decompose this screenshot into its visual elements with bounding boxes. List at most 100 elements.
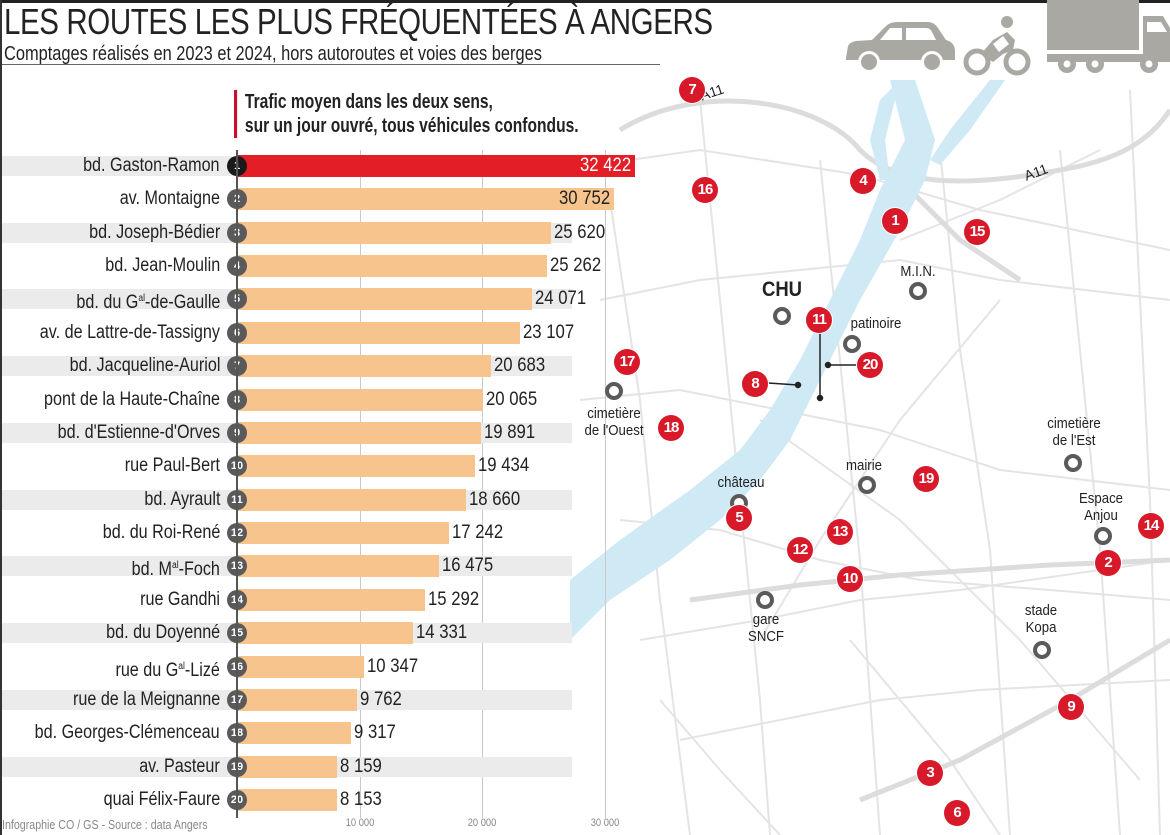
row-label-text: av. de Lattre-de-Tassigny bbox=[39, 321, 220, 343]
map-marker-17[interactable]: 17 bbox=[614, 349, 640, 375]
map-marker-14[interactable]: 14 bbox=[1138, 513, 1164, 539]
data-label-17: 9 762 bbox=[359, 688, 402, 710]
map-marker-16[interactable]: 16 bbox=[692, 177, 718, 203]
row-label-text: bd. Georges-Clémenceau bbox=[35, 722, 220, 744]
place-marker-gare[interactable] bbox=[756, 591, 774, 609]
place-marker-chu[interactable] bbox=[773, 307, 791, 325]
place-label-gare: gare SNCF bbox=[748, 611, 784, 645]
row-label-text: bd. M bbox=[131, 559, 173, 581]
chart-note-line1: Trafic moyen dans les deux sens, bbox=[244, 91, 493, 113]
place-label-espace-anjou-line1: Espace bbox=[1078, 490, 1124, 507]
bar-1 bbox=[237, 155, 635, 177]
row-label-text: bd. Joseph-Bédier bbox=[88, 221, 220, 243]
bar-14 bbox=[237, 588, 425, 611]
row-label-10: rue Paul-Bert bbox=[125, 455, 220, 477]
row-label-17: rue de la Meignanne bbox=[73, 689, 220, 711]
row-label-suffix: -Foch bbox=[178, 559, 220, 581]
row-label-7: bd. Jacqueline-Auriol bbox=[69, 355, 220, 377]
data-label-20: 8 153 bbox=[340, 789, 382, 810]
frame-left-border bbox=[0, 0, 2, 835]
bar-17 bbox=[237, 688, 357, 711]
row-label-suffix: -de-Gaulle bbox=[144, 292, 220, 314]
place-marker-cimetiere-est[interactable] bbox=[1064, 454, 1082, 472]
data-label-12: 17 242 bbox=[451, 522, 503, 544]
page-title: LES ROUTES LES PLUS FRÉQUENTÉES À ANGERS bbox=[4, 1, 713, 42]
row-label-text: av. Montaigne bbox=[119, 188, 220, 210]
map-marker-7[interactable]: 7 bbox=[679, 77, 705, 103]
data-label-5: 24 071 bbox=[535, 288, 587, 310]
motorcycle-icon bbox=[963, 16, 1031, 76]
bar-20 bbox=[237, 789, 337, 811]
row-label-text: bd. Ayrault bbox=[143, 488, 220, 510]
row-label-18: bd. Georges-Clémenceau bbox=[35, 722, 220, 744]
subtitle-divider bbox=[2, 64, 660, 65]
chart-note: Trafic moyen dans les deux sens, sur un … bbox=[234, 90, 579, 138]
data-label-13: 16 475 bbox=[442, 555, 494, 577]
map-marker-1[interactable]: 1 bbox=[882, 208, 908, 234]
data-label-11: 18 660 bbox=[468, 488, 521, 510]
place-label-stade-kopa-line1: stade bbox=[1024, 602, 1058, 619]
row-label-superscript: al bbox=[172, 560, 179, 572]
bar-11 bbox=[237, 488, 466, 511]
data-label-6: 23 107 bbox=[523, 321, 575, 343]
row-label-suffix: -Lizé bbox=[184, 659, 220, 681]
map-marker-15[interactable]: 15 bbox=[964, 219, 990, 245]
gridline bbox=[605, 150, 606, 818]
row-label-9: bd. d'Estienne-d'Orves bbox=[58, 422, 220, 444]
map-marker-3[interactable]: 3 bbox=[917, 760, 943, 786]
place-label-espace-anjou-line2: Anjou bbox=[1084, 507, 1118, 524]
place-marker-cimetiere-ouest[interactable] bbox=[605, 382, 623, 400]
place-marker-stade-kopa[interactable] bbox=[1033, 641, 1051, 659]
row-label-text: quai Félix-Faure bbox=[103, 789, 220, 810]
chart-note-line2: sur un jour ouvré, tous véhicules confon… bbox=[244, 115, 579, 137]
place-label-gare-line1: gare bbox=[752, 611, 780, 628]
place-label-min: M.I.N. bbox=[900, 263, 936, 280]
place-label-cimetiere-est-line2: de l'Est bbox=[1052, 432, 1096, 449]
map-marker-8[interactable]: 8 bbox=[742, 371, 768, 397]
map-marker-11[interactable]: 11 bbox=[806, 307, 832, 333]
frame-top-border bbox=[0, 0, 1170, 3]
row-label-text: bd. Jean-Moulin bbox=[105, 255, 220, 277]
place-label-cimetiere-ouest-line1: cimetière bbox=[587, 405, 641, 422]
row-label-19: av. Pasteur bbox=[140, 756, 220, 778]
map-marker-12[interactable]: 12 bbox=[787, 537, 813, 563]
chart-axis-baseline bbox=[236, 150, 238, 818]
row-label-15: bd. du Doyenné bbox=[106, 622, 220, 644]
source-credit: Infographie CO / GS - Source : data Ange… bbox=[2, 817, 208, 832]
place-label-stade-kopa-line2: Kopa bbox=[1025, 619, 1057, 636]
row-label-text: bd. du Roi-René bbox=[102, 522, 220, 544]
row-label-8: pont de la Haute-Chaîne bbox=[44, 389, 220, 411]
car-icon bbox=[846, 22, 955, 73]
map-marker-2[interactable]: 2 bbox=[1095, 550, 1121, 576]
data-label-16: 10 347 bbox=[366, 655, 419, 677]
data-label-3: 25 620 bbox=[554, 221, 606, 243]
data-label-10: 19 434 bbox=[478, 455, 530, 477]
bar-7 bbox=[237, 355, 491, 378]
leader-lines bbox=[767, 332, 858, 402]
place-label-stade-kopa: stade Kopa bbox=[1025, 602, 1057, 636]
row-label-text: bd. d'Estienne-d'Orves bbox=[57, 421, 220, 443]
map-marker-10[interactable]: 10 bbox=[837, 566, 863, 592]
row-label-text: bd. du G bbox=[76, 292, 138, 314]
map-marker-4[interactable]: 4 bbox=[850, 168, 876, 194]
bar-4 bbox=[237, 255, 547, 278]
map-marker-9[interactable]: 9 bbox=[1058, 694, 1084, 720]
row-label-text: rue du G bbox=[115, 659, 179, 681]
place-marker-mairie[interactable] bbox=[858, 476, 876, 494]
place-label-espace-anjou: Espace Anjou bbox=[1079, 490, 1123, 524]
page-subtitle: Comptages réalisés en 2023 et 2024, hors… bbox=[4, 43, 542, 65]
place-marker-patinoire[interactable] bbox=[843, 335, 861, 353]
map-marker-6[interactable]: 6 bbox=[944, 800, 970, 826]
map-marker-18[interactable]: 18 bbox=[658, 415, 684, 441]
map-marker-19[interactable]: 19 bbox=[913, 466, 939, 492]
row-label-14: rue Gandhi bbox=[140, 589, 220, 611]
place-label-chateau: château bbox=[717, 474, 765, 491]
row-label-13: bd. Mal-Foch bbox=[132, 555, 220, 581]
place-marker-espace-anjou[interactable] bbox=[1094, 527, 1112, 545]
bar-18 bbox=[237, 722, 352, 745]
map-marker-20[interactable]: 20 bbox=[857, 352, 883, 378]
place-marker-min[interactable] bbox=[909, 282, 927, 300]
map-marker-13[interactable]: 13 bbox=[827, 519, 853, 545]
data-label-1: 32 422 bbox=[579, 155, 631, 176]
map-marker-5[interactable]: 5 bbox=[726, 505, 752, 531]
